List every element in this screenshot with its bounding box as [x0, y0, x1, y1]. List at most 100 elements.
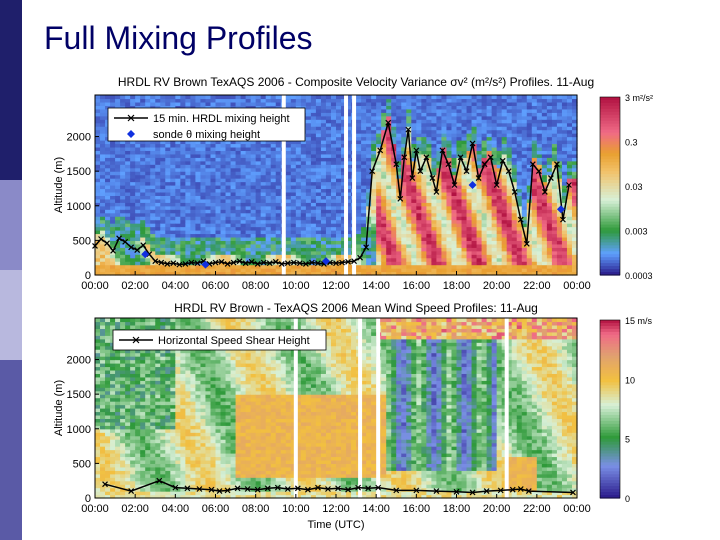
heatmap-cell: [381, 160, 387, 165]
heatmap-cell: [336, 230, 342, 235]
heatmap-cell: [255, 101, 262, 106]
heatmap-cell: [416, 95, 422, 100]
heatmap-cell: [285, 233, 292, 238]
heatmap-cell: [190, 153, 197, 158]
heatmap-cell: [250, 271, 257, 276]
heatmap-cell: [325, 223, 332, 228]
heatmap-cell: [361, 209, 367, 214]
heatmap-cell: [325, 191, 332, 196]
heatmap-cell: [115, 160, 121, 165]
heatmap-cell: [516, 271, 523, 276]
heatmap-cell: [451, 136, 458, 141]
heatmap-cell: [361, 178, 367, 183]
heatmap-cell: [155, 164, 161, 169]
heatmap-cell: [200, 264, 207, 269]
heatmap-cell: [516, 98, 523, 103]
heatmap-cell: [366, 185, 372, 190]
heatmap-cell: [315, 143, 322, 148]
heatmap-cell: [140, 153, 146, 158]
heatmap-cell: [471, 250, 478, 255]
heatmap-cell: [521, 188, 528, 193]
heatmap-cell: [506, 254, 513, 259]
heatmap-cell: [270, 236, 277, 241]
heatmap-cell: [240, 230, 247, 235]
heatmap-cell: [371, 133, 377, 138]
heatmap-cell: [346, 205, 352, 210]
heatmap-cell: [501, 98, 508, 103]
heatmap-cell: [250, 143, 257, 148]
heatmap-cell: [521, 95, 528, 100]
heatmap-cell: [491, 98, 498, 103]
heatmap-cell: [285, 271, 292, 276]
heatmap-cell: [100, 95, 106, 100]
heatmap-cell: [135, 157, 141, 162]
heatmap-cell: [371, 205, 377, 210]
heatmap-cell: [336, 247, 342, 252]
heatmap-cell: [571, 250, 578, 255]
heatmap-cell: [406, 261, 412, 266]
heatmap-cell: [175, 185, 181, 190]
heatmap-cell: [95, 101, 101, 106]
heatmap-cell: [341, 243, 347, 248]
heatmap-cell: [461, 247, 468, 252]
heatmap-cell: [461, 261, 468, 266]
heatmap-cell: [366, 140, 372, 145]
heatmap-cell: [240, 164, 247, 169]
heatmap-cell: [536, 209, 543, 214]
heatmap-cell: [401, 140, 407, 145]
heatmap-cell: [150, 236, 156, 241]
heatmap-cell: [491, 230, 498, 235]
heatmap-cell: [451, 164, 458, 169]
heatmap-cell: [150, 198, 156, 203]
heatmap-cell: [130, 202, 136, 207]
heatmap-cell: [481, 247, 488, 252]
heatmap-cell: [461, 126, 468, 131]
heatmap-cell: [406, 101, 412, 106]
heatmap-cell: [371, 185, 377, 190]
heatmap-cell: [406, 115, 412, 120]
heatmap-cell: [255, 257, 262, 262]
heatmap-cell: [100, 257, 106, 262]
heatmap-cell: [115, 171, 121, 176]
heatmap-cell: [376, 216, 382, 221]
heatmap-cell: [255, 185, 262, 190]
heatmap-cell: [95, 233, 101, 238]
heatmap-cell: [295, 202, 302, 207]
heatmap-cell: [215, 247, 222, 252]
heatmap-cell: [501, 264, 508, 269]
heatmap-cell: [200, 171, 207, 176]
heatmap-cell: [310, 243, 317, 248]
heatmap-cell: [461, 226, 468, 231]
heatmap-cell: [150, 140, 156, 145]
heatmap-cell: [180, 212, 186, 217]
heatmap-cell: [230, 212, 237, 217]
heatmap-cell: [95, 243, 101, 248]
heatmap-cell: [250, 178, 257, 183]
heatmap-cell: [526, 264, 533, 269]
heatmap-cell: [235, 198, 242, 203]
heatmap-cell: [245, 233, 252, 238]
heatmap-cell: [200, 219, 207, 224]
heatmap-cell: [376, 254, 382, 259]
heatmap-cell: [346, 185, 352, 190]
heatmap-cell: [396, 247, 402, 252]
heatmap-cell: [205, 209, 212, 214]
heatmap-cell: [285, 140, 292, 145]
heatmap-cell: [285, 216, 292, 221]
heatmap-cell: [566, 240, 573, 245]
heatmap-cell: [451, 216, 458, 221]
heatmap-cell: [220, 198, 227, 203]
heatmap-cell: [325, 150, 332, 155]
heatmap-cell: [110, 223, 116, 228]
heatmap-cell: [556, 143, 563, 148]
heatmap-cell: [566, 133, 573, 138]
heatmap-cell: [346, 268, 352, 273]
heatmap-cell: [310, 271, 317, 276]
heatmap-cell: [476, 188, 483, 193]
heatmap-cell: [451, 150, 458, 155]
heatmap-cell: [160, 216, 166, 221]
heatmap-cell: [451, 153, 458, 158]
heatmap-cell: [461, 264, 468, 269]
heatmap-cell: [566, 101, 573, 106]
heatmap-cell: [245, 178, 252, 183]
